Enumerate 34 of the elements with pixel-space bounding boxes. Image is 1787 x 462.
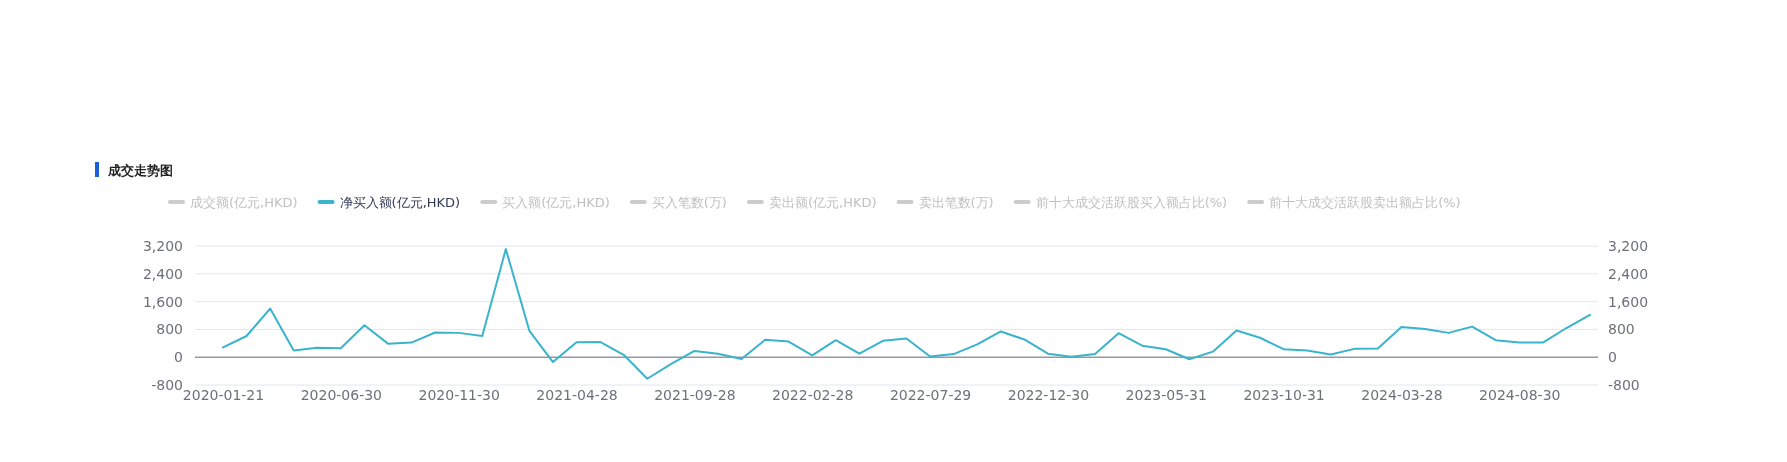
legend-label: 买入额(亿元,HKD) [502, 195, 610, 210]
y-tick-label: -800 [151, 376, 183, 393]
y2-tick-label: 0 [1608, 349, 1617, 366]
x-tick-label: 2024-03-28 [1361, 387, 1443, 404]
y-tick-label: 0 [174, 349, 183, 366]
y-tick-label: 3,200 [142, 237, 183, 254]
x-tick-label: 2020-06-30 [300, 387, 383, 404]
y-tick-label: 1,600 [142, 293, 183, 310]
y2-tick-label: 800 [1608, 321, 1635, 338]
y2-tick-label: 2,400 [1608, 265, 1649, 282]
line-series [222, 248, 1591, 380]
x-tick-label: 2021-09-28 [654, 387, 736, 404]
x-tick-label: 2021-04-28 [536, 387, 618, 404]
x-tick-label: 2023-10-31 [1243, 387, 1325, 404]
x-tick-label: 2022-07-29 [889, 387, 972, 404]
x-tick-label: 2022-12-30 [1007, 387, 1090, 404]
legend-label: 净买入额(亿元,HKD) [339, 195, 461, 210]
legend-label: 卖出笔数(万) [918, 195, 994, 210]
legend-label: 卖出额(亿元,HKD) [768, 195, 877, 210]
legend-label: 买入笔数(万) [651, 195, 727, 210]
y-tick-label: 2,400 [142, 265, 183, 282]
legend-label: 成交额(亿元,HKD) [190, 195, 298, 210]
y2-tick-label: 1,600 [1608, 293, 1649, 310]
chart-title: 成交走势图 [107, 163, 173, 178]
y2-tick-label: 3,200 [1608, 237, 1649, 254]
x-tick-label: 2020-01-21 [182, 387, 265, 404]
legend-label: 前十大成交活跃股卖出额占比(%) [1269, 195, 1461, 210]
y2-tick-label: -800 [1608, 376, 1640, 393]
x-tick-label: 2024-08-30 [1479, 387, 1561, 404]
x-tick-label: 2023-05-31 [1125, 387, 1207, 404]
legend-label: 前十大成交活跃股买入额占比(%) [1035, 195, 1228, 210]
x-tick-label: 2022-02-28 [772, 387, 854, 404]
x-tick-label: 2020-11-30 [418, 387, 500, 404]
y-tick-label: 800 [156, 321, 183, 338]
